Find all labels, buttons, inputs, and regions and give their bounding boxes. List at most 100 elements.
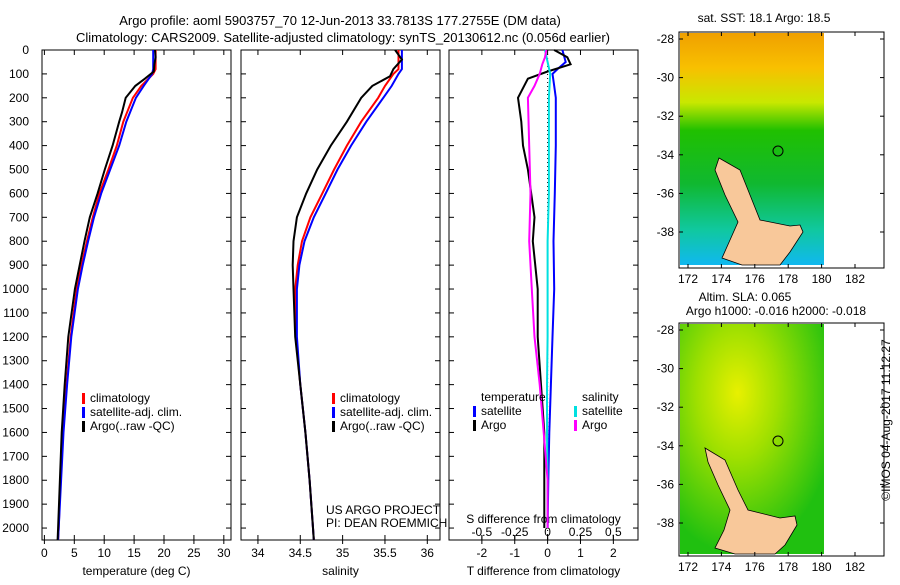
legend-swatch bbox=[332, 407, 335, 418]
x-tick-label: 0 bbox=[544, 546, 551, 560]
x-tick-label: 1 bbox=[577, 546, 584, 560]
x-tick-label: 5 bbox=[71, 546, 78, 560]
figure-subtitle: Climatology: CARS2009. Satellite-adjuste… bbox=[76, 30, 610, 45]
depth-tick-label: 600 bbox=[9, 186, 29, 200]
depth-tick-label: 700 bbox=[9, 210, 29, 224]
legend-label: Argo bbox=[481, 418, 507, 432]
depth-tick-label: 200 bbox=[9, 91, 29, 105]
lat-tick-label: -32 bbox=[657, 400, 675, 414]
x-tick-label: -2 bbox=[477, 546, 488, 560]
depth-tick-label: 2000 bbox=[2, 521, 29, 535]
legend-swatch bbox=[332, 421, 335, 432]
legend-label: satellite bbox=[481, 404, 522, 418]
legend-swatch bbox=[82, 421, 85, 432]
panel-3: -2 -1 0 1 2 T difference from climatology -0.5… bbox=[448, 49, 639, 578]
lat-tick-label: -28 bbox=[657, 32, 675, 46]
depth-tick-label: 300 bbox=[9, 115, 29, 129]
depth-tick-label: 1800 bbox=[2, 473, 29, 487]
depth-tick-label: 1400 bbox=[2, 378, 29, 392]
lat-tick-label: -38 bbox=[657, 516, 675, 530]
series-line-argo bbox=[291, 49, 404, 541]
lat-tick-label: -32 bbox=[657, 109, 675, 123]
new-zealand-land bbox=[704, 447, 798, 555]
lon-tick-label: 182 bbox=[845, 560, 865, 574]
sla-map: Altim. SLA: 0.065 Argo h1000: -0.016 h20… bbox=[657, 290, 885, 574]
legend-swatch bbox=[574, 420, 577, 431]
lat-tick-label: -34 bbox=[657, 439, 675, 453]
float-position-marker bbox=[772, 145, 784, 157]
legend-heading-temperature: temperature bbox=[481, 390, 546, 404]
panel-2: 34 34.5 35 35.5 36 salinity climatologysatelli… bbox=[240, 49, 447, 578]
series-line-argo bbox=[56, 49, 157, 541]
x-tick-label: 35.5 bbox=[373, 546, 397, 560]
legend-label: climatology bbox=[340, 391, 400, 405]
x-tick-label: 10 bbox=[98, 546, 112, 560]
legend-swatch bbox=[82, 407, 85, 418]
legend-label: satellite-adj. clim. bbox=[90, 405, 182, 419]
lat-tick-label: -30 bbox=[657, 71, 675, 85]
imos-credit: ©IMOS 04-Aug-2017 11:12:27 bbox=[879, 339, 893, 501]
lon-tick-label: 174 bbox=[711, 560, 731, 574]
x-tick-label: 34 bbox=[251, 546, 265, 560]
panel-frame bbox=[240, 49, 441, 541]
legend-label: climatology bbox=[90, 391, 150, 405]
series-line-satellite-adj-clim- bbox=[57, 50, 155, 541]
legend-label: satellite bbox=[582, 404, 623, 418]
lon-tick-label: 176 bbox=[745, 272, 765, 286]
depth-tick-label: 800 bbox=[9, 234, 29, 248]
legend-swatch bbox=[332, 393, 335, 404]
panel-1: 0100200300400500600700800900100011001200… bbox=[2, 43, 232, 578]
legend-heading-salinity: salinity bbox=[582, 390, 619, 404]
s-tick-label: 0.25 bbox=[569, 525, 593, 539]
lon-tick-label: 178 bbox=[778, 560, 798, 574]
lat-tick-label: -36 bbox=[657, 477, 675, 491]
s-tick-label: -0.5 bbox=[472, 525, 493, 539]
new-zealand-land bbox=[714, 157, 804, 266]
x-tick-label: -1 bbox=[509, 546, 520, 560]
depth-tick-label: 1300 bbox=[2, 354, 29, 368]
x-tick-label: 34.5 bbox=[289, 546, 313, 560]
x-axis-label: T difference from climatology bbox=[467, 564, 621, 578]
lon-tick-label: 176 bbox=[745, 560, 765, 574]
series-line-salinity-argo bbox=[526, 49, 549, 528]
depth-tick-label: 1900 bbox=[2, 497, 29, 511]
series-line-satellite-adj-clim- bbox=[295, 50, 403, 541]
lat-tick-label: -28 bbox=[657, 323, 675, 337]
lat-tick-label: -34 bbox=[657, 148, 675, 162]
depth-tick-label: 1200 bbox=[2, 330, 29, 344]
sst-map-frame bbox=[678, 31, 885, 269]
legend-swatch bbox=[82, 393, 85, 404]
panel-frame bbox=[41, 49, 232, 541]
x-tick-label: 15 bbox=[127, 546, 141, 560]
sst-map-title: sat. SST: 18.1 Argo: 18.5 bbox=[698, 11, 831, 25]
depth-tick-label: 500 bbox=[9, 163, 29, 177]
x-tick-label: 2 bbox=[610, 546, 617, 560]
depth-tick-label: 1600 bbox=[2, 425, 29, 439]
series-line-temperature-satellite bbox=[546, 49, 567, 529]
figure-title: Argo profile: aoml 5903757_70 12-Jun-201… bbox=[119, 13, 561, 28]
sla-map-subtitle: Argo h1000: -0.016 h2000: -0.018 bbox=[686, 304, 866, 318]
x-axis-label: temperature (deg C) bbox=[82, 564, 190, 578]
panel-frame bbox=[448, 49, 639, 541]
lat-tick-label: -30 bbox=[657, 362, 675, 376]
depth-tick-label: 0 bbox=[22, 43, 29, 57]
sla-map-frame bbox=[678, 322, 885, 557]
lon-tick-label: 172 bbox=[678, 560, 698, 574]
float-position-marker bbox=[772, 435, 784, 447]
depth-tick-label: 100 bbox=[9, 67, 29, 81]
legend-swatch bbox=[574, 406, 577, 417]
x-tick-label: 30 bbox=[217, 546, 231, 560]
lon-tick-label: 174 bbox=[711, 272, 731, 286]
s-tick-label: -0.25 bbox=[501, 525, 529, 539]
x-tick-label: 25 bbox=[187, 546, 201, 560]
lon-tick-label: 180 bbox=[812, 560, 832, 574]
lon-tick-label: 180 bbox=[812, 272, 832, 286]
x-tick-label: 36 bbox=[421, 546, 435, 560]
x-tick-label: 0 bbox=[41, 546, 48, 560]
depth-tick-label: 900 bbox=[9, 258, 29, 272]
sla-map-title: Altim. SLA: 0.065 bbox=[699, 290, 792, 304]
sst-map: sat. SST: 18.1 Argo: 18.5 -28 -30 -32 -34 -3… bbox=[657, 11, 885, 286]
s-tick-label: 0.5 bbox=[605, 525, 622, 539]
lat-tick-label: -36 bbox=[657, 186, 675, 200]
